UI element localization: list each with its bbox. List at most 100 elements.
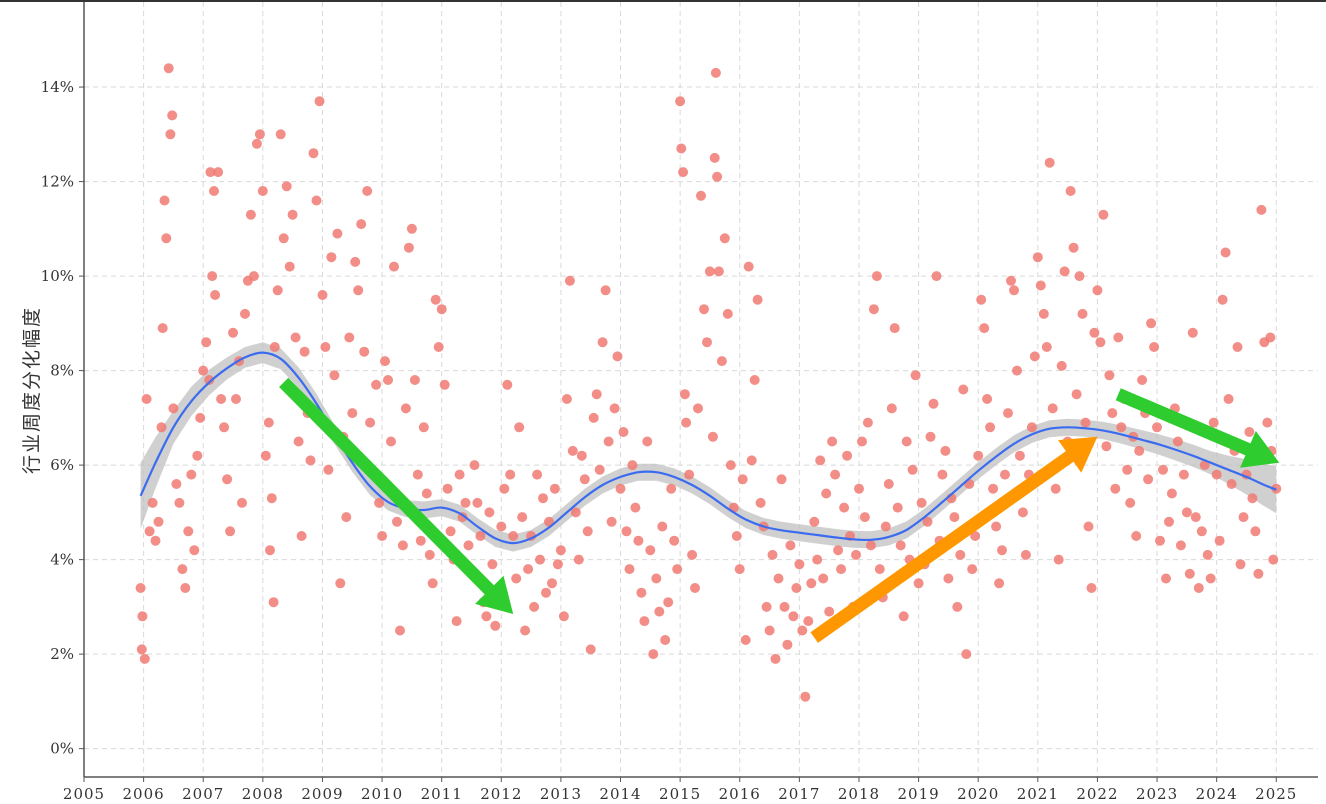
- x-tick-label: 2023: [1136, 785, 1178, 803]
- data-point: [627, 460, 638, 471]
- data-point: [1104, 370, 1115, 381]
- data-point: [1199, 460, 1210, 471]
- data-point: [189, 545, 200, 556]
- trend-arrows: [279, 377, 1280, 643]
- data-point: [1056, 360, 1067, 371]
- data-point: [552, 559, 563, 570]
- data-point: [1020, 549, 1031, 560]
- data-point: [722, 308, 733, 319]
- data-point: [487, 559, 498, 570]
- data-point: [371, 379, 382, 390]
- x-tick-label: 2017: [778, 785, 820, 803]
- data-point: [201, 337, 212, 348]
- data-point: [268, 597, 279, 608]
- data-point: [1262, 417, 1273, 428]
- data-point: [161, 233, 172, 244]
- down-arrow-0: [279, 377, 514, 614]
- data-point: [1086, 583, 1097, 593]
- data-point: [397, 540, 408, 551]
- data-point: [263, 417, 274, 428]
- data-point: [696, 190, 706, 201]
- data-point: [293, 436, 304, 447]
- data-point: [648, 649, 659, 660]
- data-point: [1014, 450, 1025, 461]
- y-tick-label: 10%: [41, 267, 74, 285]
- data-point: [523, 564, 534, 575]
- data-point: [764, 625, 775, 636]
- data-point: [275, 129, 286, 140]
- data-point: [755, 497, 766, 508]
- data-point: [865, 540, 876, 551]
- data-point: [785, 540, 796, 551]
- data-point: [955, 549, 966, 560]
- axes: [79, 2, 1318, 782]
- data-point: [1152, 422, 1162, 433]
- data-point: [928, 398, 939, 409]
- data-point: [532, 469, 543, 480]
- data-point: [818, 573, 829, 584]
- data-point: [558, 611, 569, 622]
- data-point: [1074, 271, 1085, 282]
- x-tick-label: 2005: [63, 785, 105, 803]
- data-point: [1166, 488, 1177, 499]
- x-tick-label: 2006: [123, 785, 165, 803]
- data-point: [651, 573, 662, 584]
- data-point: [427, 578, 438, 589]
- data-point: [287, 209, 298, 220]
- data-point: [490, 620, 501, 631]
- data-point: [1208, 417, 1219, 428]
- data-point: [454, 469, 465, 480]
- data-point: [535, 554, 545, 565]
- data-point: [1012, 365, 1022, 376]
- data-point: [1095, 337, 1106, 348]
- data-point: [430, 294, 441, 305]
- data-point: [676, 143, 687, 154]
- data-point: [137, 611, 148, 622]
- data-point: [1068, 242, 1079, 253]
- data-point: [347, 408, 358, 419]
- x-tick-label: 2014: [599, 785, 641, 803]
- data-point: [603, 436, 614, 447]
- data-point: [931, 271, 942, 282]
- data-point: [827, 436, 838, 447]
- data-point: [600, 285, 611, 296]
- data-point: [281, 181, 292, 192]
- data-point: [901, 436, 912, 447]
- x-tick-label: 2007: [182, 785, 224, 803]
- data-point: [177, 564, 188, 575]
- data-point: [359, 346, 370, 357]
- data-point: [341, 512, 352, 523]
- data-point: [245, 209, 256, 220]
- data-point: [216, 394, 227, 404]
- data-point: [1211, 469, 1222, 480]
- data-point: [499, 483, 510, 494]
- data-point: [1035, 280, 1046, 291]
- data-point: [597, 337, 608, 348]
- x-tick-labels: 2005 2006 2007 2008 2009 2010 2011 2012 2013 2014…: [63, 785, 1296, 803]
- data-point: [949, 512, 960, 523]
- data-point: [815, 455, 826, 466]
- data-point: [335, 578, 346, 589]
- data-point: [260, 450, 271, 461]
- data-point: [836, 564, 847, 575]
- data-point: [555, 545, 566, 556]
- data-point: [415, 535, 426, 546]
- data-point: [1059, 266, 1070, 277]
- data-point: [1235, 559, 1246, 570]
- data-point: [400, 403, 411, 414]
- data-point: [570, 507, 581, 518]
- data-point: [225, 526, 236, 537]
- data-point: [1122, 464, 1133, 475]
- data-point: [1053, 554, 1064, 565]
- data-point: [377, 531, 388, 541]
- data-point: [1006, 275, 1016, 286]
- data-point: [362, 186, 373, 196]
- data-point: [1256, 204, 1267, 215]
- data-point: [716, 356, 727, 367]
- data-point: [678, 167, 689, 178]
- data-point: [195, 412, 206, 423]
- data-point: [317, 290, 328, 300]
- data-point: [153, 516, 164, 527]
- data-point: [1032, 252, 1043, 263]
- data-point: [791, 583, 802, 593]
